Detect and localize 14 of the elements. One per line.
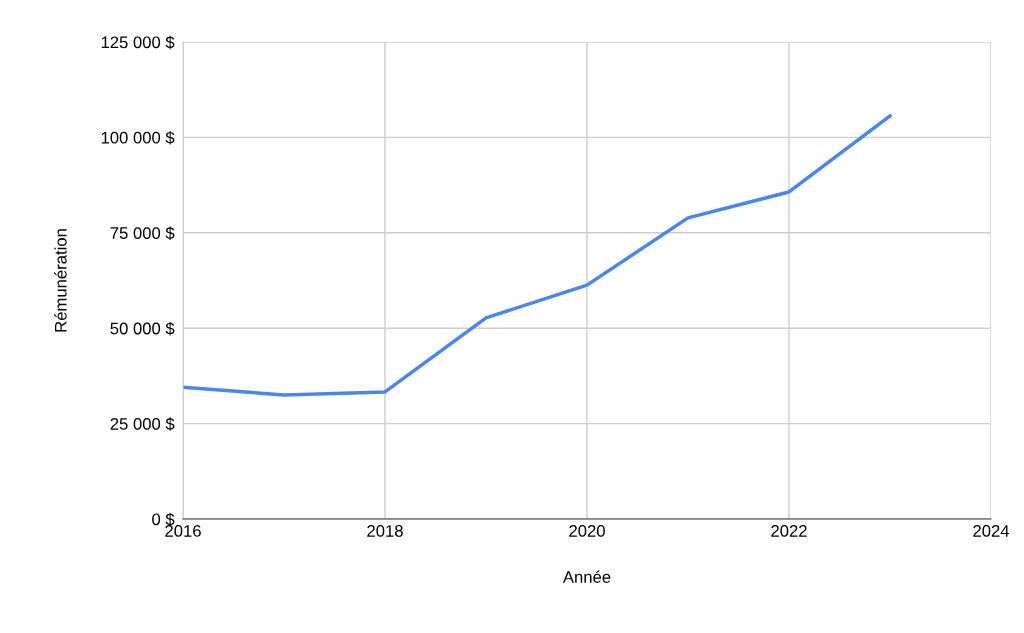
x-tick-label: 2020 xyxy=(569,525,605,537)
line-series xyxy=(183,114,892,397)
y-tick-label: 50 000 $ xyxy=(110,321,175,336)
x-tick-label: 2024 xyxy=(973,525,1010,537)
y-tick-label: 75 000 $ xyxy=(110,226,175,240)
x-axis-title: Année xyxy=(562,570,611,583)
x-tick-label: 2018 xyxy=(367,525,403,537)
x-tick-label: 2016 xyxy=(165,525,201,537)
y-tick-label: 0 $ xyxy=(152,512,175,527)
y-tick-label: 125 000 $ xyxy=(101,35,175,50)
y-tick-label: 25 000 $ xyxy=(110,417,175,431)
y-axis-title: Rémunération xyxy=(54,229,67,332)
y-tick-label: 100 000 $ xyxy=(101,131,175,145)
x-tick-label: 2022 xyxy=(771,525,807,537)
